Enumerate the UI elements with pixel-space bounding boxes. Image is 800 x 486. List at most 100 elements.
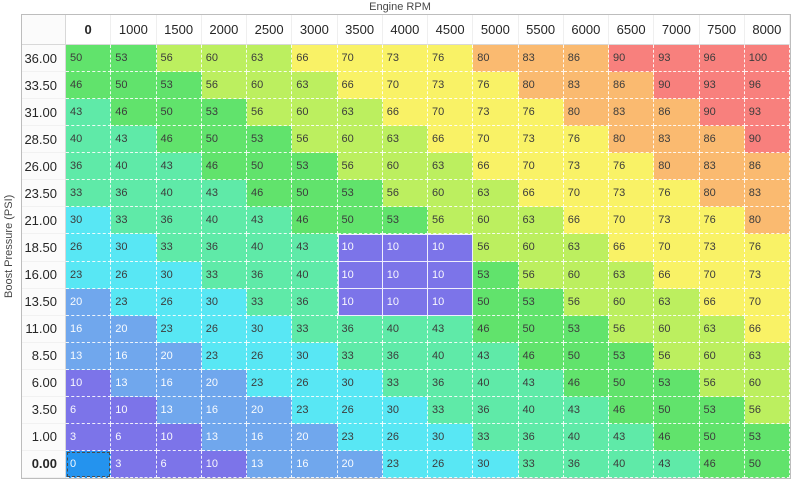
table-cell[interactable]: 90	[609, 45, 655, 73]
table-cell[interactable]: 66	[473, 153, 519, 181]
table-cell[interactable]: 33	[111, 207, 157, 235]
row-header[interactable]: 11.00	[22, 315, 66, 343]
table-cell[interactable]: 56	[382, 180, 428, 208]
table-cell[interactable]: 60	[654, 315, 700, 343]
table-cell[interactable]: 30	[473, 450, 519, 478]
table-cell[interactable]: 60	[337, 126, 383, 154]
table-cell[interactable]: 20	[111, 315, 157, 343]
table-cell[interactable]: 30	[428, 423, 474, 451]
table-cell[interactable]: 46	[111, 99, 157, 127]
table-cell[interactable]: 36	[66, 153, 112, 181]
table-cell[interactable]: 10	[66, 369, 112, 397]
column-header[interactable]: 3000	[292, 15, 338, 45]
table-cell[interactable]: 6	[156, 450, 202, 478]
table-cell[interactable]: 76	[654, 180, 700, 208]
table-cell[interactable]: 10	[337, 234, 383, 262]
row-header[interactable]: 31.00	[22, 99, 66, 127]
table-cell[interactable]: 10	[111, 396, 157, 424]
table-cell[interactable]: 23	[111, 288, 157, 316]
table-cell[interactable]: 23	[382, 450, 428, 478]
table-cell[interactable]: 70	[382, 72, 428, 100]
table-cell[interactable]: 50	[66, 45, 112, 73]
table-cell[interactable]: 13	[111, 369, 157, 397]
row-header[interactable]: 18.50	[22, 234, 66, 262]
table-cell[interactable]: 43	[473, 342, 519, 370]
row-header[interactable]: 1.00	[22, 423, 66, 451]
table-cell[interactable]: 66	[428, 126, 474, 154]
table-cell[interactable]: 86	[609, 72, 655, 100]
row-header[interactable]: 3.50	[22, 396, 66, 424]
table-cell[interactable]: 43	[563, 396, 609, 424]
table-cell[interactable]: 63	[744, 342, 790, 370]
table-cell[interactable]: 23	[247, 369, 293, 397]
table-cell[interactable]: 46	[563, 369, 609, 397]
column-header[interactable]: 4500	[428, 15, 474, 45]
table-cell[interactable]: 46	[292, 207, 338, 235]
table-cell[interactable]: 53	[247, 126, 293, 154]
table-cell[interactable]: 76	[563, 126, 609, 154]
table-cell[interactable]: 63	[247, 45, 293, 73]
row-header[interactable]: 0.00	[22, 450, 66, 478]
table-cell[interactable]: 56	[518, 261, 564, 289]
table-cell[interactable]: 23	[292, 396, 338, 424]
table-cell[interactable]: 56	[428, 207, 474, 235]
table-cell[interactable]: 93	[744, 99, 790, 127]
table-cell[interactable]: 66	[518, 180, 564, 208]
table-cell[interactable]: 26	[201, 315, 247, 343]
table-cell[interactable]: 50	[654, 396, 700, 424]
table-cell[interactable]: 40	[428, 342, 474, 370]
table-cell[interactable]: 86	[744, 153, 790, 181]
table-cell[interactable]: 56	[473, 234, 519, 262]
table-cell[interactable]: 43	[66, 99, 112, 127]
table-cell[interactable]: 73	[609, 180, 655, 208]
column-header[interactable]: 5500	[518, 15, 564, 45]
column-header[interactable]: 1500	[156, 15, 202, 45]
table-cell[interactable]: 73	[654, 207, 700, 235]
table-cell[interactable]: 63	[699, 315, 745, 343]
table-cell[interactable]: 40	[563, 423, 609, 451]
table-cell[interactable]: 53	[654, 369, 700, 397]
table-cell[interactable]: 73	[518, 126, 564, 154]
table-cell[interactable]: 80	[654, 153, 700, 181]
table-cell[interactable]: 20	[247, 396, 293, 424]
table-cell[interactable]: 76	[518, 99, 564, 127]
table-cell[interactable]: 16	[201, 396, 247, 424]
table-cell[interactable]: 30	[292, 342, 338, 370]
row-header[interactable]: 33.50	[22, 72, 66, 100]
table-cell[interactable]: 56	[699, 369, 745, 397]
table-cell[interactable]: 60	[609, 288, 655, 316]
table-cell[interactable]: 40	[518, 396, 564, 424]
table-cell[interactable]: 56	[292, 126, 338, 154]
table-cell[interactable]: 60	[563, 261, 609, 289]
table-cell[interactable]: 13	[201, 423, 247, 451]
table-cell[interactable]: 53	[292, 153, 338, 181]
table-cell[interactable]: 43	[654, 450, 700, 478]
table-cell[interactable]: 46	[654, 423, 700, 451]
table-cell[interactable]: 33	[337, 342, 383, 370]
table-cell[interactable]: 80	[744, 207, 790, 235]
table-cell[interactable]: 70	[518, 153, 564, 181]
table-cell[interactable]: 63	[654, 288, 700, 316]
table-cell[interactable]: 63	[563, 234, 609, 262]
table-cell[interactable]: 10	[428, 261, 474, 289]
column-header[interactable]: 0	[66, 15, 112, 45]
table-cell[interactable]: 70	[744, 288, 790, 316]
table-cell[interactable]: 16	[66, 315, 112, 343]
column-header[interactable]: 8000	[744, 15, 790, 45]
table-cell[interactable]: 70	[428, 99, 474, 127]
table-cell[interactable]: 13	[66, 342, 112, 370]
table-cell[interactable]: 43	[247, 207, 293, 235]
table-cell[interactable]: 90	[699, 99, 745, 127]
table-cell[interactable]: 60	[382, 153, 428, 181]
table-cell[interactable]: 30	[201, 288, 247, 316]
table-cell[interactable]: 83	[563, 72, 609, 100]
table-cell[interactable]: 26	[247, 342, 293, 370]
column-header[interactable]: 3500	[337, 15, 383, 45]
table-cell[interactable]: 70	[473, 126, 519, 154]
table-cell[interactable]: 90	[744, 126, 790, 154]
table-cell[interactable]: 33	[66, 180, 112, 208]
table-cell[interactable]: 43	[518, 369, 564, 397]
table-cell[interactable]: 30	[382, 396, 428, 424]
table-cell[interactable]: 83	[518, 45, 564, 73]
row-header[interactable]: 21.00	[22, 207, 66, 235]
